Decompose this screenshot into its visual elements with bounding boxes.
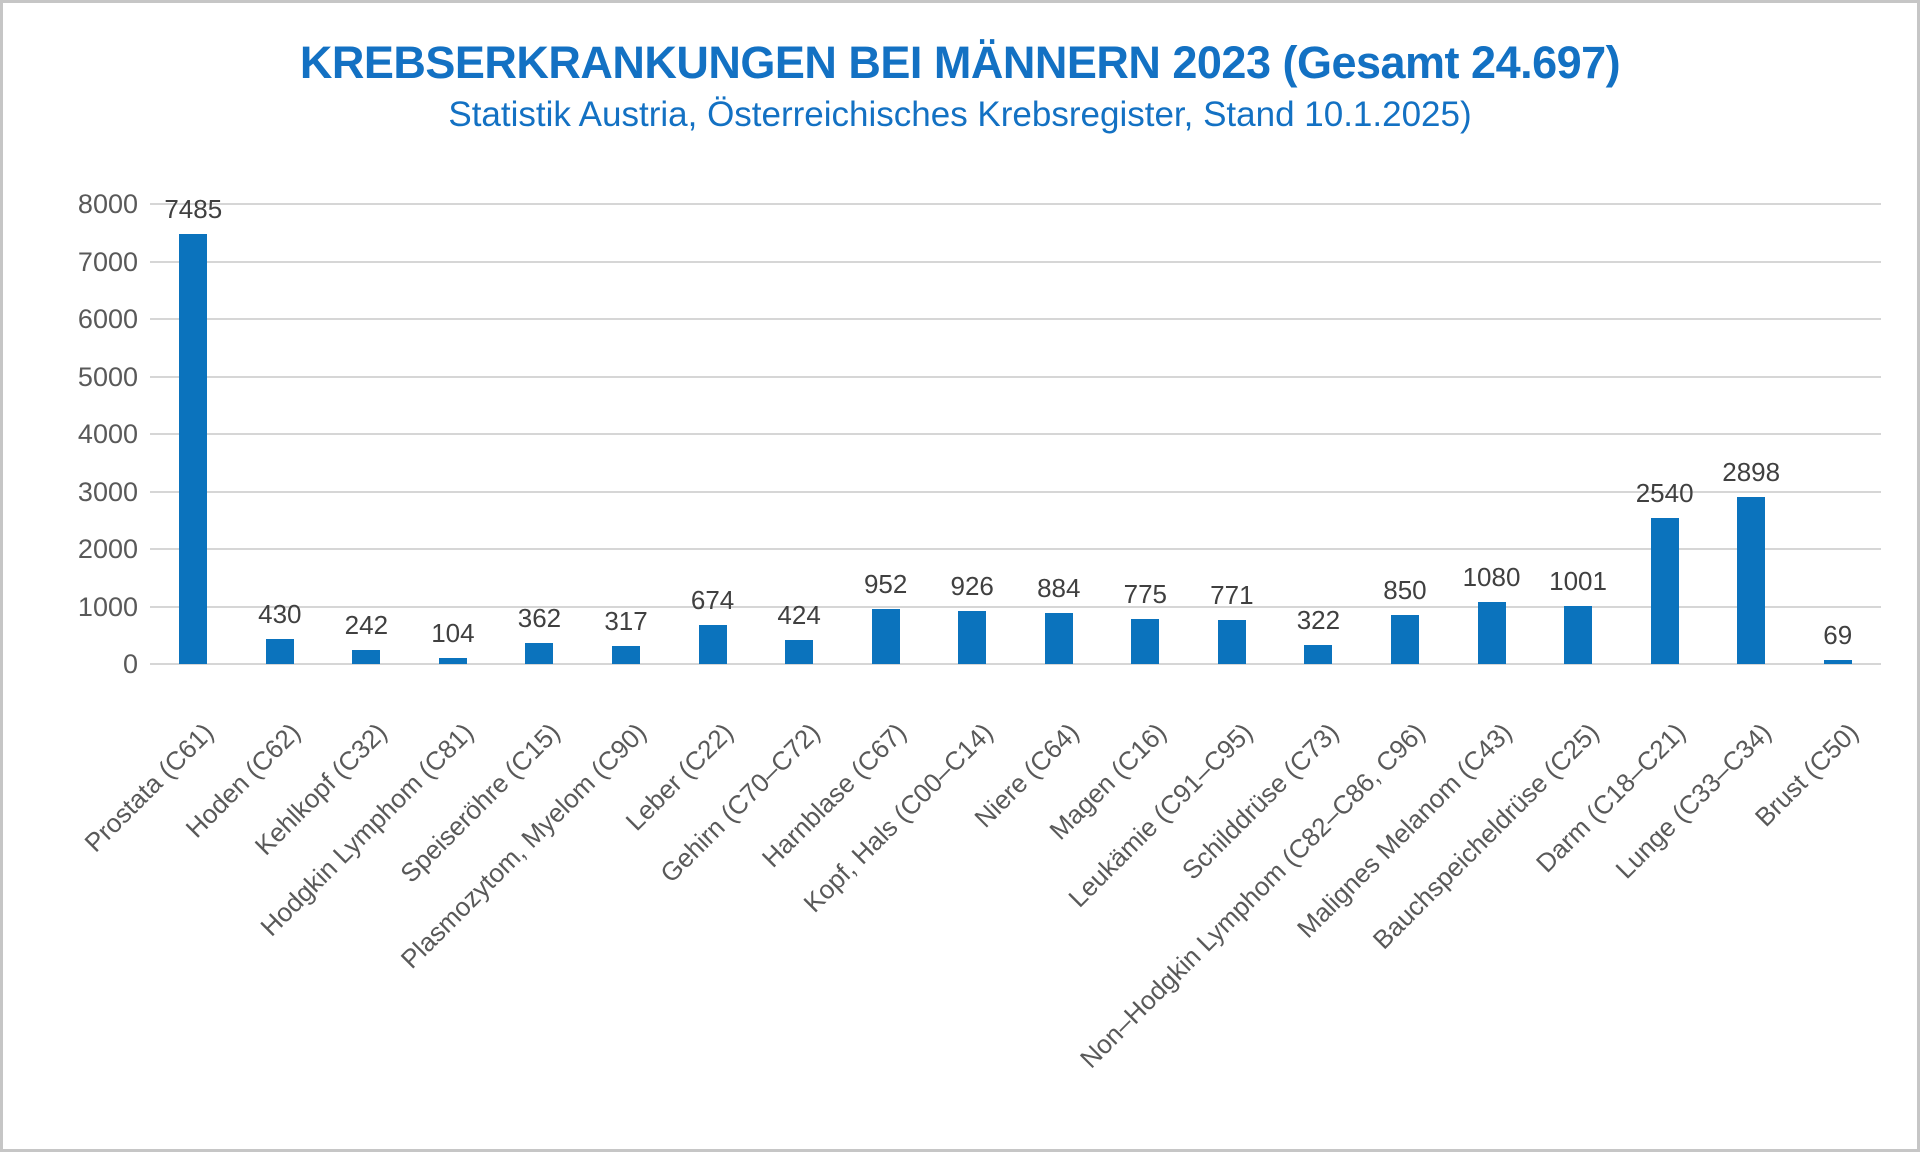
gridline xyxy=(150,548,1881,550)
category-label: Lunge (C33–C34) xyxy=(1610,717,1778,885)
bar-value-label: 242 xyxy=(344,610,389,641)
bar xyxy=(1131,619,1160,664)
bar-value-label: 926 xyxy=(950,570,994,601)
gridline xyxy=(150,605,1881,608)
bar-value-label: 104 xyxy=(431,618,475,649)
y-tick-label: 5000 xyxy=(77,361,138,392)
bar-value-label: 771 xyxy=(1210,579,1254,610)
gridline xyxy=(150,375,1881,378)
y-tick-label: 0 xyxy=(122,649,138,679)
bar xyxy=(1044,613,1073,664)
y-tick-label: 1000 xyxy=(77,591,138,622)
y-tick-label: 4000 xyxy=(77,419,138,449)
gridline xyxy=(150,203,1881,205)
bar-value-label: 430 xyxy=(258,599,302,630)
gridline xyxy=(150,663,1881,665)
chart-title: KREBSERKRANKUNGEN BEI MÄNNERN 2023 (Gesa… xyxy=(299,37,1621,88)
bar-value-label: 424 xyxy=(777,599,821,630)
bar xyxy=(958,610,987,664)
category-label: Darm (C18–C21) xyxy=(1529,717,1691,879)
bar-value-label: 2898 xyxy=(1722,457,1781,488)
gridline xyxy=(150,490,1881,493)
bar xyxy=(525,643,554,664)
bar-value-label: 322 xyxy=(1296,605,1341,636)
bar xyxy=(1477,601,1506,664)
bar-value-label: 850 xyxy=(1383,575,1427,606)
bar xyxy=(1217,619,1246,664)
y-tick-label: 8000 xyxy=(77,189,138,219)
y-tick-label: 3000 xyxy=(77,476,138,507)
gridline xyxy=(150,433,1881,435)
bar-value-label: 7485 xyxy=(164,193,223,224)
bar xyxy=(1737,497,1766,664)
y-tick-label: 2000 xyxy=(77,534,138,564)
chart-subtitle: Statistik Austria, Österreichisches Kreb… xyxy=(448,95,1472,134)
bar xyxy=(871,609,900,664)
bar xyxy=(698,625,727,664)
bar xyxy=(438,658,467,664)
category-label: Schilddrüse (C73) xyxy=(1176,717,1345,886)
bar-value-label: 775 xyxy=(1123,579,1167,610)
bar-value-label: 362 xyxy=(517,603,562,634)
y-tick-label: 6000 xyxy=(77,304,138,334)
gridline xyxy=(150,318,1881,320)
bar xyxy=(352,650,381,664)
category-label: Speiseröhre (C15) xyxy=(394,717,566,889)
bar xyxy=(1650,517,1679,664)
bar xyxy=(1564,606,1593,664)
bar xyxy=(1390,615,1419,664)
bar-value-label: 674 xyxy=(690,585,735,616)
bar-value-label: 69 xyxy=(1823,620,1853,651)
bar-value-label: 952 xyxy=(863,569,908,600)
bar-value-label: 317 xyxy=(604,605,648,636)
bar-value-label: 1001 xyxy=(1549,566,1607,597)
bar xyxy=(612,645,641,664)
bar-value-label: 884 xyxy=(1037,573,1081,604)
gridline xyxy=(150,260,1881,263)
category-label: Gehirn (C70–C72) xyxy=(653,717,826,889)
bar xyxy=(1823,660,1852,664)
bar xyxy=(179,233,208,664)
y-tick-label: 7000 xyxy=(77,246,138,277)
bar xyxy=(1304,645,1333,664)
bar-value-label: 1080 xyxy=(1462,561,1521,592)
bar xyxy=(265,639,294,664)
bar xyxy=(785,639,814,664)
bar-value-label: 2540 xyxy=(1635,477,1694,508)
